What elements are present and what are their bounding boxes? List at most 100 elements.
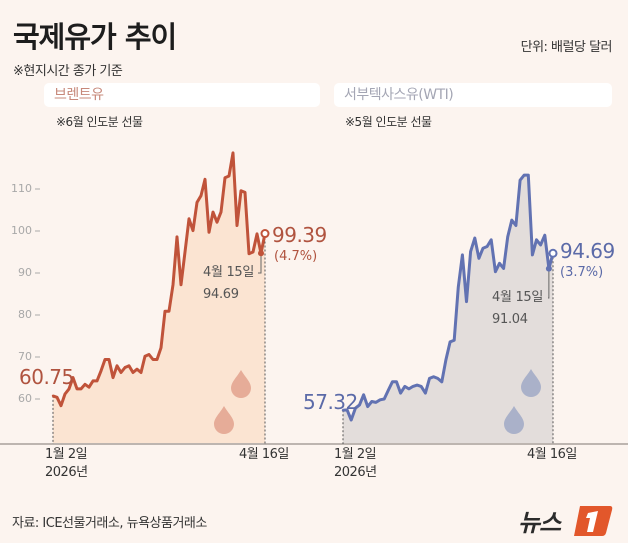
brent-point — [127, 364, 131, 368]
oil-drop-icon — [521, 369, 541, 397]
brent-point — [115, 364, 119, 368]
brent-point — [111, 376, 115, 379]
brent-x-start-year: 2026년 — [45, 465, 88, 480]
brent-area — [53, 152, 265, 444]
wti-point — [477, 257, 481, 260]
brent-point — [211, 210, 215, 214]
wti-point — [399, 391, 402, 395]
wti-prev-day-value: 91.04 — [492, 312, 528, 327]
brent-point — [159, 346, 163, 349]
brent-point — [143, 354, 147, 358]
wti-point — [481, 247, 485, 250]
brent-point — [219, 210, 223, 214]
wti-prev-day-connector — [548, 268, 550, 299]
brent-point — [203, 178, 207, 181]
wti-point — [452, 339, 456, 342]
brent-point — [99, 369, 103, 373]
y-tick-label: 90 — [18, 266, 32, 279]
wti-point — [358, 403, 361, 407]
brent-point — [239, 189, 243, 192]
wti-point — [374, 401, 378, 404]
brent-point — [51, 394, 55, 398]
wti-point — [424, 391, 427, 395]
wti-point — [494, 270, 497, 273]
wti-line — [342, 173, 555, 422]
brent-point — [227, 174, 231, 178]
wti-point — [350, 418, 353, 422]
wti-point — [506, 235, 509, 239]
wti-point — [382, 397, 386, 401]
wti-point — [411, 385, 415, 388]
wti-start-value: 57.32 — [303, 390, 358, 414]
wti-point — [395, 380, 398, 383]
wti-point — [436, 377, 439, 380]
wti-x-start-label: 1월 2일 — [334, 447, 377, 462]
brent-point — [63, 392, 67, 396]
wti-end-value: 94.69 — [560, 239, 615, 263]
wti-area — [343, 175, 553, 444]
unit-label: 단위: 배럴당 달러 — [520, 40, 613, 55]
brent-point — [119, 371, 123, 374]
brent-point — [163, 310, 167, 313]
wti-end-point — [548, 248, 558, 258]
brent-point — [91, 379, 95, 383]
wti-note: ※5월 인도분 선물 — [345, 115, 432, 129]
brent-prev-day-point — [258, 250, 264, 257]
wti-point — [345, 408, 349, 412]
brent-point — [55, 396, 59, 399]
oil-drop-icon — [231, 370, 251, 398]
svg-text:뉴스: 뉴스 — [518, 509, 562, 537]
wti-point — [485, 245, 489, 248]
brent-point — [131, 371, 135, 374]
page-title: 국제유가 추이 — [13, 20, 177, 54]
wti-point — [448, 340, 452, 344]
brent-point — [67, 387, 71, 391]
brent-point — [123, 366, 127, 369]
wti-point — [461, 253, 464, 257]
oil-drop-icon — [504, 406, 524, 434]
wti-x-start-year: 2026년 — [334, 465, 377, 480]
wti-point — [465, 300, 468, 303]
brent-point — [235, 224, 239, 227]
brent-point — [255, 232, 259, 236]
wti-point — [502, 267, 505, 270]
wti-point — [415, 383, 419, 387]
brent-point — [151, 358, 155, 361]
basis-note: ※현지시간 종가 기준 — [13, 64, 123, 79]
wti-point — [440, 380, 444, 383]
wti-point — [341, 409, 345, 412]
y-tick-label: 110 — [11, 182, 32, 195]
brent-point — [243, 191, 247, 194]
brent-point — [87, 386, 91, 389]
wti-point — [543, 234, 546, 237]
wti-point — [527, 173, 530, 177]
brent-point — [195, 201, 199, 204]
brent-series-label: 브렌트유 — [44, 83, 320, 107]
wti-series-label: 서부텍사스유(WTI) — [334, 83, 612, 107]
wti-point — [403, 385, 406, 388]
wti-point — [432, 375, 435, 378]
wti-point — [391, 380, 394, 383]
wti-point — [370, 400, 374, 403]
brent-point — [103, 358, 107, 361]
brent-point — [231, 151, 235, 155]
wti-point — [407, 387, 411, 391]
wti-point — [498, 262, 501, 265]
brent-prev-day-connector — [258, 253, 262, 274]
brent-point — [59, 404, 63, 407]
brent-point — [251, 250, 255, 254]
brent-point — [75, 387, 79, 391]
brent-point — [71, 376, 75, 379]
oil-drop-icon — [214, 406, 234, 434]
wti-point — [535, 238, 538, 242]
brent-x-end-label: 4월 16일 — [239, 447, 289, 462]
wti-point — [366, 405, 369, 408]
brent-point — [95, 379, 99, 383]
brent-point — [175, 235, 179, 239]
brent-end-point — [260, 229, 270, 239]
news1-logo: 뉴스 — [518, 503, 613, 541]
wti-point — [518, 178, 522, 182]
wti-prev-day-label: 4월 15일 — [492, 290, 544, 305]
brent-point — [139, 371, 143, 374]
